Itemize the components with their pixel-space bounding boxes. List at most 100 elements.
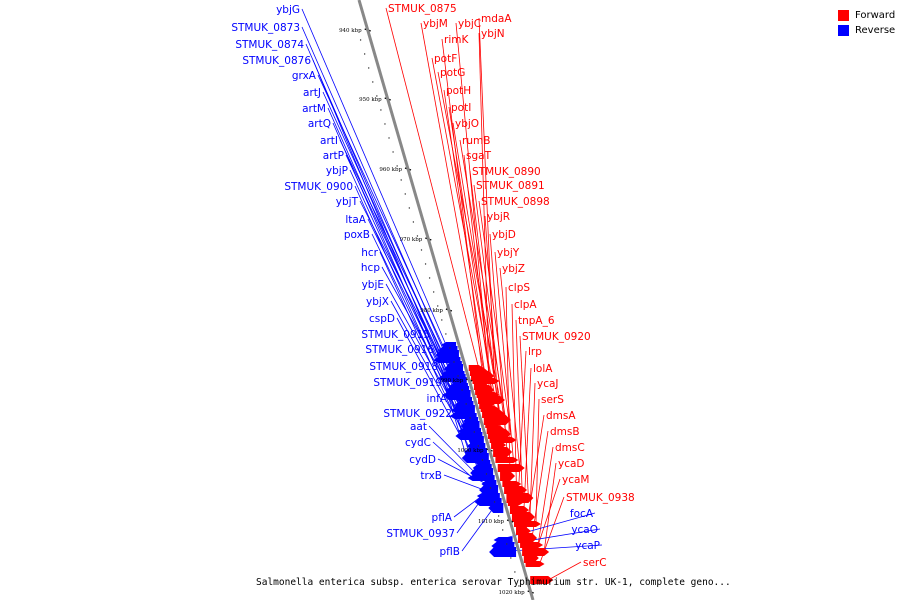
gene-label-ycaP[interactable]: ycaP [575, 540, 600, 552]
gene-feature-pflA[interactable] [476, 493, 500, 499]
gene-feature-clpA[interactable] [502, 481, 522, 487]
gene-feature-serS[interactable] [513, 521, 541, 527]
gene-label-ybjO[interactable]: ybjO [455, 118, 479, 130]
gene-feature-poxB[interactable] [451, 405, 475, 415]
gene-label-potG[interactable]: potG [440, 67, 465, 79]
gene-label-ybjT[interactable]: ybjT [336, 196, 359, 208]
gene-label-dmsB[interactable]: dmsB [550, 426, 580, 438]
label-leader-line [385, 7, 480, 369]
gene-label-serC[interactable]: serC [583, 557, 607, 569]
gene-feature-ybjZ[interactable] [497, 464, 525, 472]
gene-label-artI[interactable]: artI [320, 135, 338, 147]
gene-feature-focA[interactable] [493, 537, 513, 543]
label-leader-line [478, 32, 490, 391]
gene-label-ybjR[interactable]: ybjR [487, 211, 510, 223]
gene-label-STMUK_0919[interactable]: STMUK_0919 [373, 377, 442, 389]
gene-feature-ybjD[interactable] [493, 447, 513, 457]
gene-label-sgaT[interactable]: sgaT [466, 150, 492, 162]
gene-label-clpS[interactable]: clpS [508, 282, 530, 294]
gene-label-grxA[interactable]: grxA [292, 70, 317, 82]
gene-label-artQ[interactable]: artQ [308, 118, 331, 130]
gene-label-STMUK_0874[interactable]: STMUK_0874 [235, 39, 304, 51]
gene-label-pflA[interactable]: pflA [432, 512, 453, 524]
gene-label-potI[interactable]: potI [451, 102, 471, 114]
gene-label-aat[interactable]: aat [410, 421, 427, 433]
gene-feature-ycaP[interactable] [489, 547, 517, 557]
gene-label-ybjX[interactable]: ybjX [366, 296, 389, 308]
gene-label-ycaD[interactable]: ycaD [558, 458, 585, 470]
gene-feature-dmsB[interactable] [518, 533, 538, 543]
gene-label-cydC[interactable]: cydC [405, 437, 431, 449]
gene-label-rumB[interactable]: rumB [462, 135, 490, 147]
gene-feature-lrp[interactable] [507, 500, 523, 506]
gene-label-STMUK_0916[interactable]: STMUK_0916 [365, 344, 434, 356]
scale-label: 940 kbp [339, 28, 362, 34]
gene-feature-dmsC[interactable] [520, 542, 544, 548]
gene-label-infA[interactable]: infA [427, 393, 448, 405]
gene-label-hcr[interactable]: hcr [361, 247, 378, 259]
gene-label-STMUK_0918[interactable]: STMUK_0918 [369, 361, 438, 373]
gene-feature-tnpA_6[interactable] [504, 486, 528, 494]
scale-label: 990 kbp [441, 378, 464, 384]
gene-label-ybjP[interactable]: ybjP [326, 165, 348, 177]
gene-feature-STMUK_0891[interactable] [487, 429, 511, 439]
gene-label-ybjC[interactable]: ybjC [458, 18, 481, 30]
gene-label-dmsA[interactable]: dmsA [546, 410, 576, 422]
gene-label-serS[interactable]: serS [541, 394, 564, 406]
gene-label-STMUK_0920[interactable]: STMUK_0920 [522, 331, 591, 343]
gene-label-artJ[interactable]: artJ [303, 87, 321, 99]
gene-feature-pflB[interactable] [488, 503, 504, 513]
gene-label-dmsC[interactable]: dmsC [555, 442, 585, 454]
gene-feature-ycaM[interactable] [523, 553, 539, 563]
gene-label-STMUK_0915[interactable]: STMUK_0915 [361, 329, 430, 341]
gene-label-STMUK_0898[interactable]: STMUK_0898 [481, 196, 550, 208]
gene-label-cspD[interactable]: cspD [369, 313, 395, 325]
gene-label-ycaM[interactable]: ycaM [562, 474, 589, 486]
gene-label-ybjD[interactable]: ybjD [492, 229, 516, 241]
gene-label-lolA[interactable]: lolA [533, 363, 553, 375]
gene-feature-ycaJ[interactable] [511, 512, 535, 522]
gene-label-ybjZ[interactable]: ybjZ [502, 263, 525, 275]
gene-feature-trxB[interactable] [479, 485, 499, 495]
gene-label-artM[interactable]: artM [302, 103, 326, 115]
gene-label-poxB[interactable]: poxB [344, 229, 370, 241]
gene-label-STMUK_0876[interactable]: STMUK_0876 [242, 55, 311, 67]
gene-label-ybjY[interactable]: ybjY [497, 247, 520, 259]
minor-tick [428, 277, 431, 279]
gene-label-pflB[interactable]: pflB [440, 546, 460, 558]
gene-label-ycaJ[interactable]: ycaJ [537, 378, 559, 390]
gene-label-ybjN[interactable]: ybjN [481, 28, 505, 40]
gene-label-ltaA[interactable]: ltaA [345, 214, 366, 226]
gene-label-STMUK_0900[interactable]: STMUK_0900 [284, 181, 353, 193]
gene-feature-STMUK_0938[interactable] [525, 561, 545, 567]
gene-label-tnpA_6[interactable]: tnpA_6 [518, 315, 555, 327]
gene-label-ybjG[interactable]: ybjG [276, 4, 300, 16]
gene-label-STMUK_0922[interactable]: STMUK_0922 [383, 408, 452, 420]
gene-feature-clpS[interactable] [500, 471, 516, 481]
gene-feature-STMUK_0916[interactable] [466, 443, 486, 449]
gene-label-hcp[interactable]: hcp [361, 262, 380, 274]
gene-label-focA[interactable]: focA [570, 508, 594, 520]
gene-feature-cydC[interactable] [467, 475, 495, 481]
gene-label-STMUK_0890[interactable]: STMUK_0890 [472, 166, 541, 178]
gene-label-clpA[interactable]: clpA [514, 299, 537, 311]
gene-label-artP[interactable]: artP [323, 150, 344, 162]
gene-label-potF[interactable]: potF [434, 53, 457, 65]
gene-label-cydD[interactable]: cydD [409, 454, 436, 466]
gene-label-potH[interactable]: potH [446, 85, 471, 97]
minor-tick [384, 123, 386, 125]
gene-label-lrp[interactable]: lrp [528, 346, 542, 358]
gene-label-STMUK_0938[interactable]: STMUK_0938 [566, 492, 635, 504]
gene-feature-ybjY[interactable] [495, 457, 519, 463]
gene-label-STMUK_0891[interactable]: STMUK_0891 [476, 180, 545, 192]
gene-label-STMUK_0937[interactable]: STMUK_0937 [386, 528, 455, 540]
gene-label-ybjE[interactable]: ybjE [362, 279, 384, 291]
gene-label-trxB[interactable]: trxB [420, 470, 442, 482]
gene-label-STMUK_0875[interactable]: STMUK_0875 [388, 3, 457, 15]
gene-label-mdaA[interactable]: mdaA [481, 13, 512, 25]
gene-feature-serC[interactable] [530, 576, 554, 584]
gene-label-ybjM[interactable]: ybjM [423, 18, 448, 30]
gene-label-rimK[interactable]: rimK [444, 34, 469, 46]
gene-label-STMUK_0873[interactable]: STMUK_0873 [231, 22, 300, 34]
gene-label-ycaO[interactable]: ycaO [571, 524, 598, 536]
